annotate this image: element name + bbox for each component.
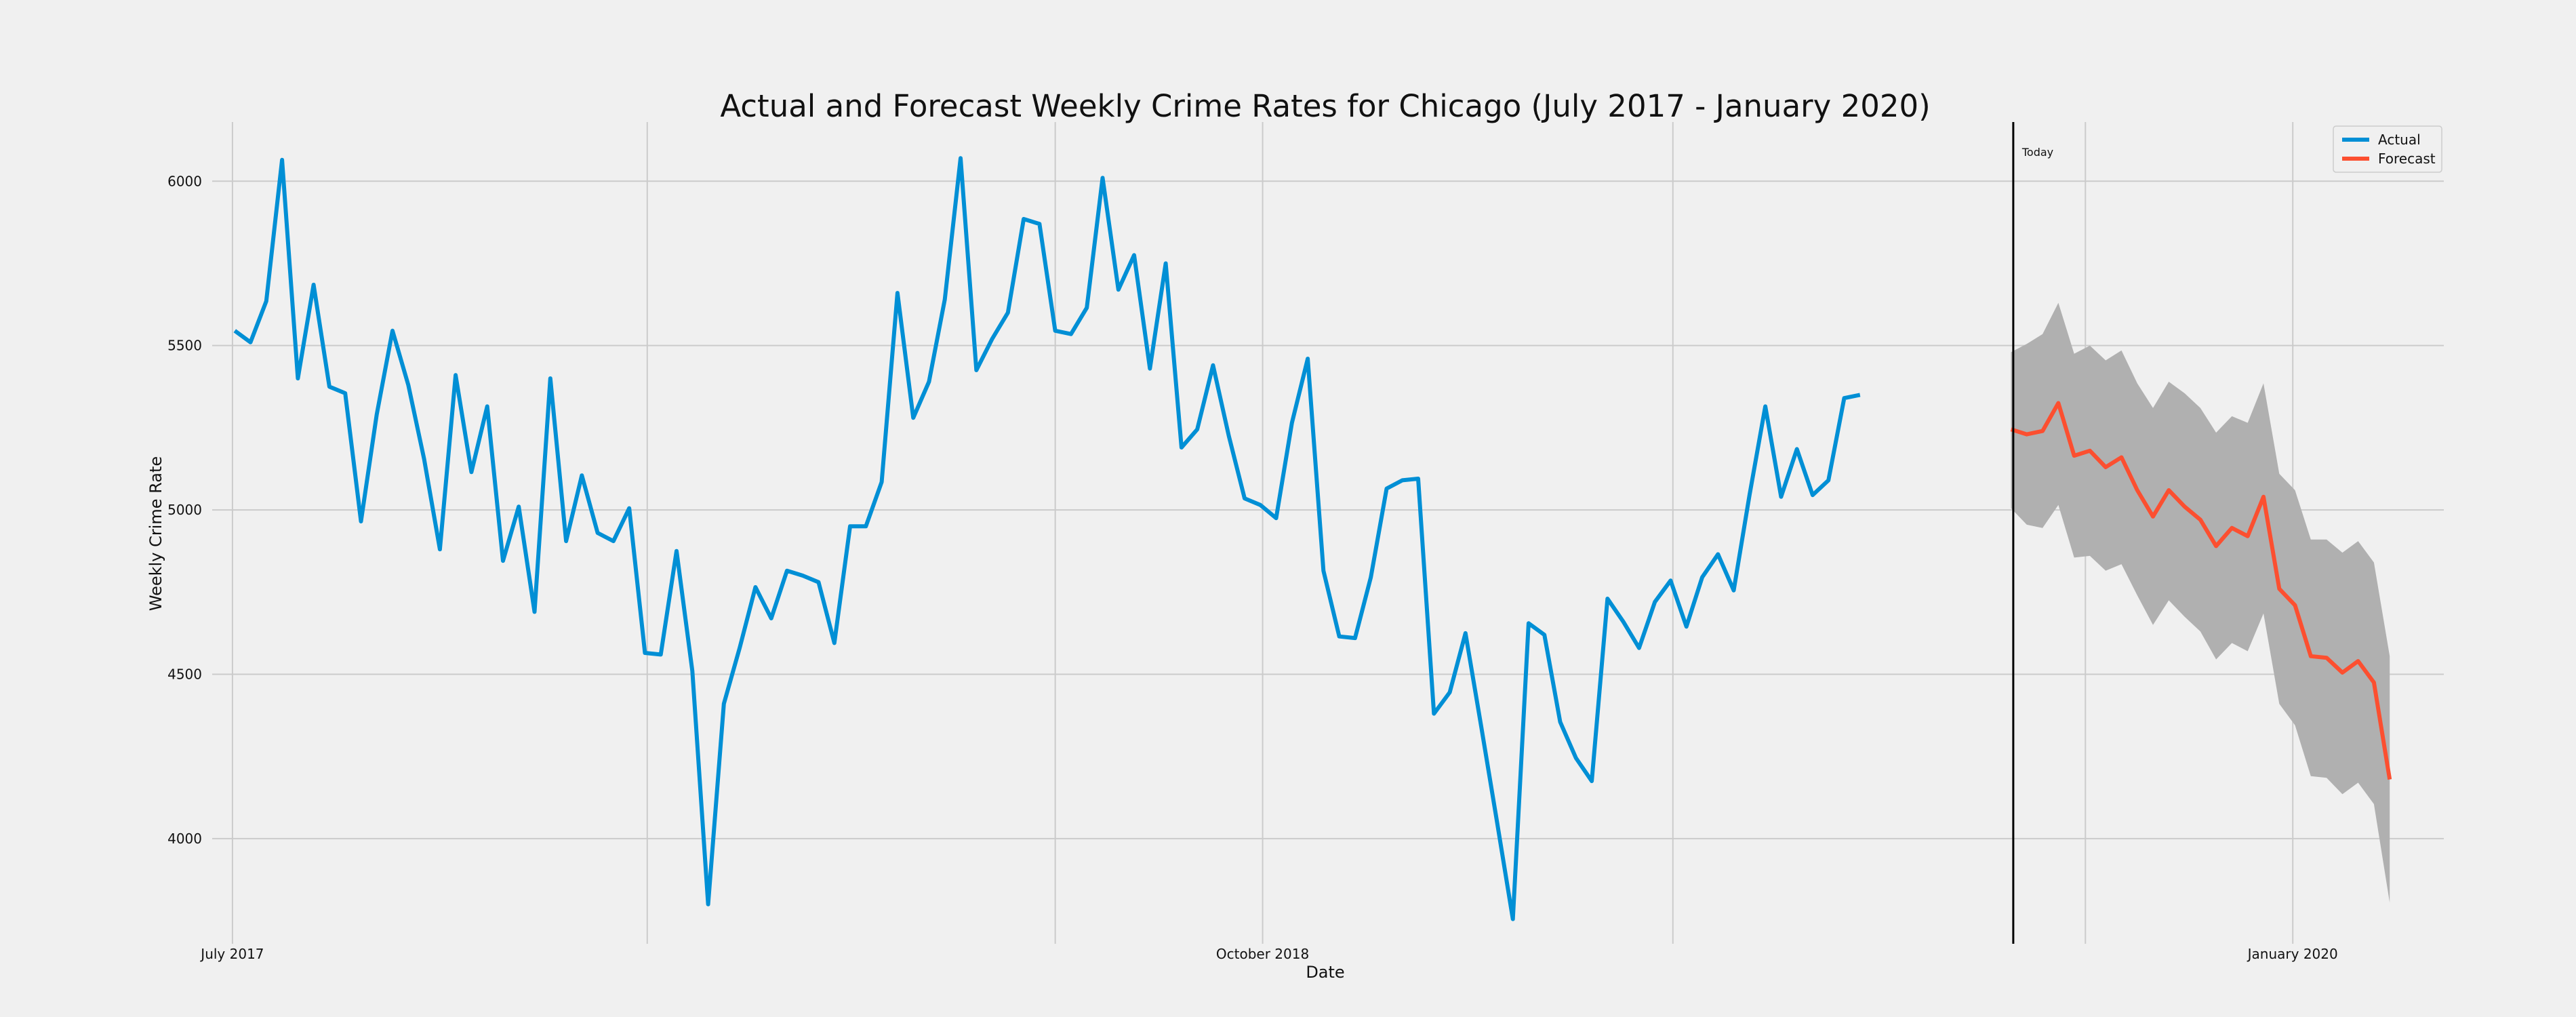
x-tick-label: July 2017 (199, 946, 264, 962)
forecast-interval (2011, 302, 2390, 903)
x-tick-label: October 2018 (1216, 946, 1309, 962)
y-axis-label: Weekly Crime Rate (146, 456, 165, 611)
y-tick-label: 5000 (167, 502, 202, 518)
y-tick-label: 5500 (167, 338, 202, 354)
forecast-confidence-band (2011, 302, 2390, 903)
x-tick-labels: July 2017 October 2018 January 2020 (199, 946, 2337, 962)
y-tick-label: 6000 (167, 173, 202, 189)
x-tick-label: January 2020 (2247, 946, 2338, 962)
legend-actual-label: Actual (2378, 132, 2421, 148)
legend: Actual Forecast (2333, 125, 2442, 173)
series-lines (233, 156, 2392, 921)
series-line-actual (233, 156, 1861, 921)
y-tick-labels: 4000 4500 5000 5500 6000 (167, 173, 202, 847)
y-tick-label: 4000 (167, 831, 202, 847)
legend-forecast-label: Forecast (2378, 151, 2436, 167)
x-axis-label: Date (1306, 963, 1344, 982)
y-tick-label: 4500 (167, 666, 202, 682)
today-label: Today (2021, 146, 2053, 159)
chart-title: Actual and Forecast Weekly Crime Rates f… (720, 88, 1930, 124)
series-line-forecast (2010, 401, 2392, 780)
